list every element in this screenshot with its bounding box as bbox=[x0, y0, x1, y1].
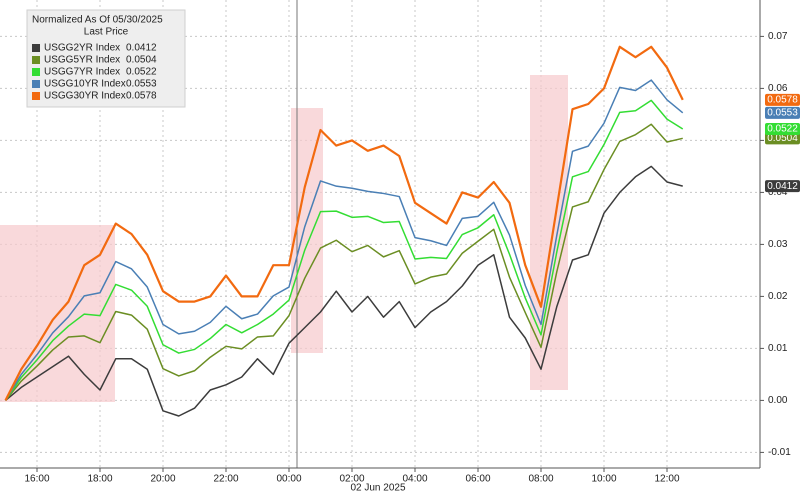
legend-swatch bbox=[32, 56, 40, 64]
legend-value: 0.0553 bbox=[126, 79, 157, 90]
y-tick-label: 0.02 bbox=[768, 291, 788, 302]
x-tick-label: 18:00 bbox=[87, 474, 112, 485]
price-tag-label: 0.0504 bbox=[767, 133, 798, 144]
price-tag bbox=[765, 93, 800, 106]
price-tag bbox=[765, 122, 800, 135]
x-tick-label: 04:00 bbox=[402, 474, 427, 485]
x-tick-label: 22:00 bbox=[213, 474, 238, 485]
legend-label: USGG10YR Index bbox=[44, 79, 126, 90]
legend-value: 0.0578 bbox=[126, 91, 157, 102]
y-tick-label: 0.03 bbox=[768, 239, 788, 250]
legend-subtitle: Last Price bbox=[84, 27, 129, 38]
y-tick-label: -0.01 bbox=[768, 447, 791, 458]
legend-swatch bbox=[32, 44, 40, 52]
highlight-band bbox=[530, 75, 568, 390]
labels: -0.010.000.010.020.030.040.050.060.0716:… bbox=[24, 31, 800, 485]
legend-value: 0.0504 bbox=[126, 55, 157, 66]
x-tick-label: 00:00 bbox=[276, 474, 301, 485]
price-tag bbox=[765, 180, 800, 193]
price-tag-label: 0.0578 bbox=[767, 94, 798, 105]
legend-label: USGG2YR Index bbox=[44, 43, 120, 54]
legend-swatch bbox=[32, 80, 40, 88]
price-tag bbox=[765, 106, 800, 119]
legend-box bbox=[26, 9, 186, 108]
legend-label: USGG7YR Index bbox=[44, 67, 120, 78]
legend-title: Normalized As Of 05/30/2025 bbox=[32, 15, 163, 26]
y-tick-label: 0.00 bbox=[768, 395, 788, 406]
x-tick-label: 06:00 bbox=[465, 474, 490, 485]
x-tick-label: 10:00 bbox=[591, 474, 616, 485]
lines bbox=[4, 45, 684, 417]
x-tick-label: 08:00 bbox=[528, 474, 553, 485]
price-tag-label: 0.0522 bbox=[767, 124, 798, 135]
price-tag-label: 0.0412 bbox=[767, 181, 798, 192]
x-tick-label: 20:00 bbox=[150, 474, 175, 485]
legend-value: 0.0522 bbox=[126, 67, 157, 78]
x-tick-label: 16:00 bbox=[24, 474, 49, 485]
y-tick-label: 0.04 bbox=[768, 187, 788, 198]
series-line bbox=[4, 99, 684, 401]
price-tag-label: 0.0553 bbox=[767, 107, 798, 118]
series-line bbox=[4, 79, 684, 401]
series-line bbox=[4, 45, 684, 401]
y-tick-label: 0.01 bbox=[768, 343, 788, 354]
legend-items: USGG2YR Index 0.0412 USGG5YR Index 0.0504 US… bbox=[32, 43, 157, 102]
series-line bbox=[4, 123, 683, 401]
legend-label: USGG30YR Index bbox=[44, 91, 126, 102]
x-tick-label: 02:00 bbox=[339, 474, 364, 485]
date-label: 02 Jun 2025 bbox=[350, 483, 405, 494]
legend: Normalized As Of 05/30/2025 Last Price U… bbox=[26, 9, 186, 108]
legend-label: USGG5YR Index bbox=[44, 55, 120, 66]
x-tick-label: 12:00 bbox=[654, 474, 679, 485]
legend-swatch bbox=[32, 92, 40, 100]
legend-value: 0.0412 bbox=[126, 43, 157, 54]
legend-swatch bbox=[32, 68, 40, 76]
price-tag bbox=[765, 132, 800, 145]
series-line bbox=[5, 165, 683, 417]
y-tick-label: 0.07 bbox=[768, 31, 788, 42]
y-tick-label: 0.06 bbox=[768, 83, 788, 94]
